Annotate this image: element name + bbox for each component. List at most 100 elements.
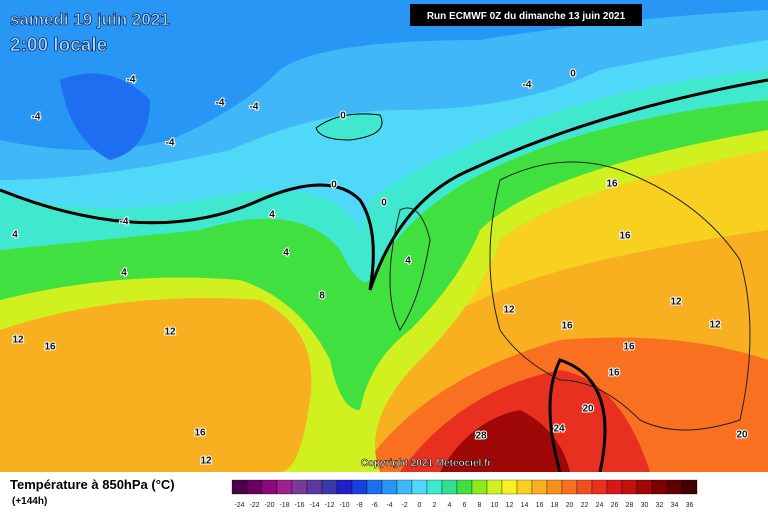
contour-label: 16 (194, 428, 206, 439)
time: 2:00 locale (10, 35, 107, 56)
contour-label: 16 (561, 321, 573, 332)
colorbar-label: 4 (448, 502, 452, 509)
colorbar-cell (531, 479, 548, 495)
contour-label: 4 (121, 268, 127, 279)
colorbar-cell (501, 479, 518, 495)
zone (0, 0, 768, 150)
colorbar-label: 20 (566, 502, 574, 509)
contour-label: 8 (319, 291, 325, 302)
colorbar-label: 12 (506, 502, 514, 509)
contour-label: 12 (164, 327, 176, 338)
contour-label: 4 (405, 256, 411, 267)
colorbar-cell (396, 479, 413, 495)
colorbar-label: 6 (463, 502, 467, 509)
colorbar-label: 34 (671, 502, 679, 509)
colorbar-label: 22 (581, 502, 589, 509)
colorbar-label: 16 (536, 502, 544, 509)
colorbar-cell (606, 479, 623, 495)
colorbar-cell (636, 479, 653, 495)
contour-label: 12 (709, 320, 721, 331)
contour-label: 0 (331, 180, 337, 191)
legend-title: Température à 850hPa (°C) (10, 477, 175, 492)
contour-label: 12 (503, 305, 515, 316)
contour-label: -4 (250, 102, 259, 113)
colorbar-cell (576, 479, 593, 495)
colorbar-cell (426, 479, 443, 495)
contour-label: 24 (553, 424, 565, 435)
contour-label: 16 (623, 342, 635, 353)
lead-time: (+144h) (12, 496, 47, 507)
colorbar-label: 26 (611, 502, 619, 509)
colorbar-label: 0 (418, 502, 422, 509)
colorbar-label: 36 (686, 502, 694, 509)
contour-label: 4 (283, 248, 289, 259)
colorbar-cell (456, 479, 473, 495)
contour-label: 4 (12, 230, 18, 241)
colorbar-cell (246, 479, 263, 495)
colorbar-cell (546, 479, 563, 495)
colorbar-label: 14 (521, 502, 529, 509)
contour-label: 20 (736, 430, 748, 441)
colorbar-label: -6 (371, 502, 377, 509)
colorbar-cell (366, 479, 383, 495)
date: samedi 19 juin 2021 (10, 10, 170, 29)
zero-isotherm (0, 78, 768, 291)
colorbar-cell (486, 479, 503, 495)
colorbar-cell (651, 479, 668, 495)
zone (440, 410, 570, 472)
colorbar-cell (306, 479, 323, 495)
contour-label: -4 (127, 75, 136, 86)
colorbar-cell (411, 479, 428, 495)
contour-label: -4 (120, 217, 129, 228)
colorbar-cell (291, 479, 308, 495)
zone (60, 73, 150, 160)
run-info: Run ECMWF 0Z du dimanche 13 juin 2021 (427, 11, 626, 22)
colorbar-cell (621, 479, 638, 495)
colorbar-label: 8 (478, 502, 482, 509)
colorbar-label: -4 (386, 502, 392, 509)
colorbar-cell (261, 479, 278, 495)
colorbar-cell (516, 479, 533, 495)
colorbar-label: -12 (324, 502, 334, 509)
colorbar-cell (276, 479, 293, 495)
isotherm (548, 358, 607, 473)
colorbar-cell (231, 479, 248, 495)
contour-label: 20 (582, 404, 594, 415)
colorbar-cell (591, 479, 608, 495)
contour-label: -4 (216, 98, 225, 109)
colorbar-cell (381, 479, 398, 495)
contour-label: 4 (269, 210, 275, 221)
contour-label: 16 (619, 231, 631, 242)
contour-label: 28 (475, 431, 487, 442)
colorbar-cell (681, 479, 698, 495)
colorbar-cell (351, 479, 368, 495)
colorbar-label: -22 (249, 502, 259, 509)
iceland (315, 113, 383, 141)
contour-label: 12 (12, 335, 24, 346)
run-box (410, 4, 642, 26)
colorbar-label: -24 (234, 502, 244, 509)
contour-label: 16 (44, 342, 56, 353)
colorbar-cell (321, 479, 338, 495)
colorbar-cell (561, 479, 578, 495)
colorbar-label: -18 (279, 502, 289, 509)
colorbar-label: 24 (596, 502, 604, 509)
colorbar-label: -10 (339, 502, 349, 509)
contour-label: 0 (570, 69, 576, 80)
contour-label: -4 (32, 112, 41, 123)
colorbar-label: -8 (356, 502, 362, 509)
colorbar-cell (441, 479, 458, 495)
copyright: Copyright 2021 Meteociel.fr (361, 458, 492, 469)
colorbar-cell (471, 479, 488, 495)
colorbar-label: -16 (294, 502, 304, 509)
contour-label: 16 (606, 179, 618, 190)
contour-label: 12 (670, 297, 682, 308)
contour-label: -4 (523, 80, 532, 91)
contour-label: 12 (200, 456, 212, 467)
contour-label: -4 (166, 138, 175, 149)
colorbar-label: 32 (656, 502, 664, 509)
contour-label: 0 (340, 111, 346, 122)
colorbar-label: 18 (551, 502, 559, 509)
